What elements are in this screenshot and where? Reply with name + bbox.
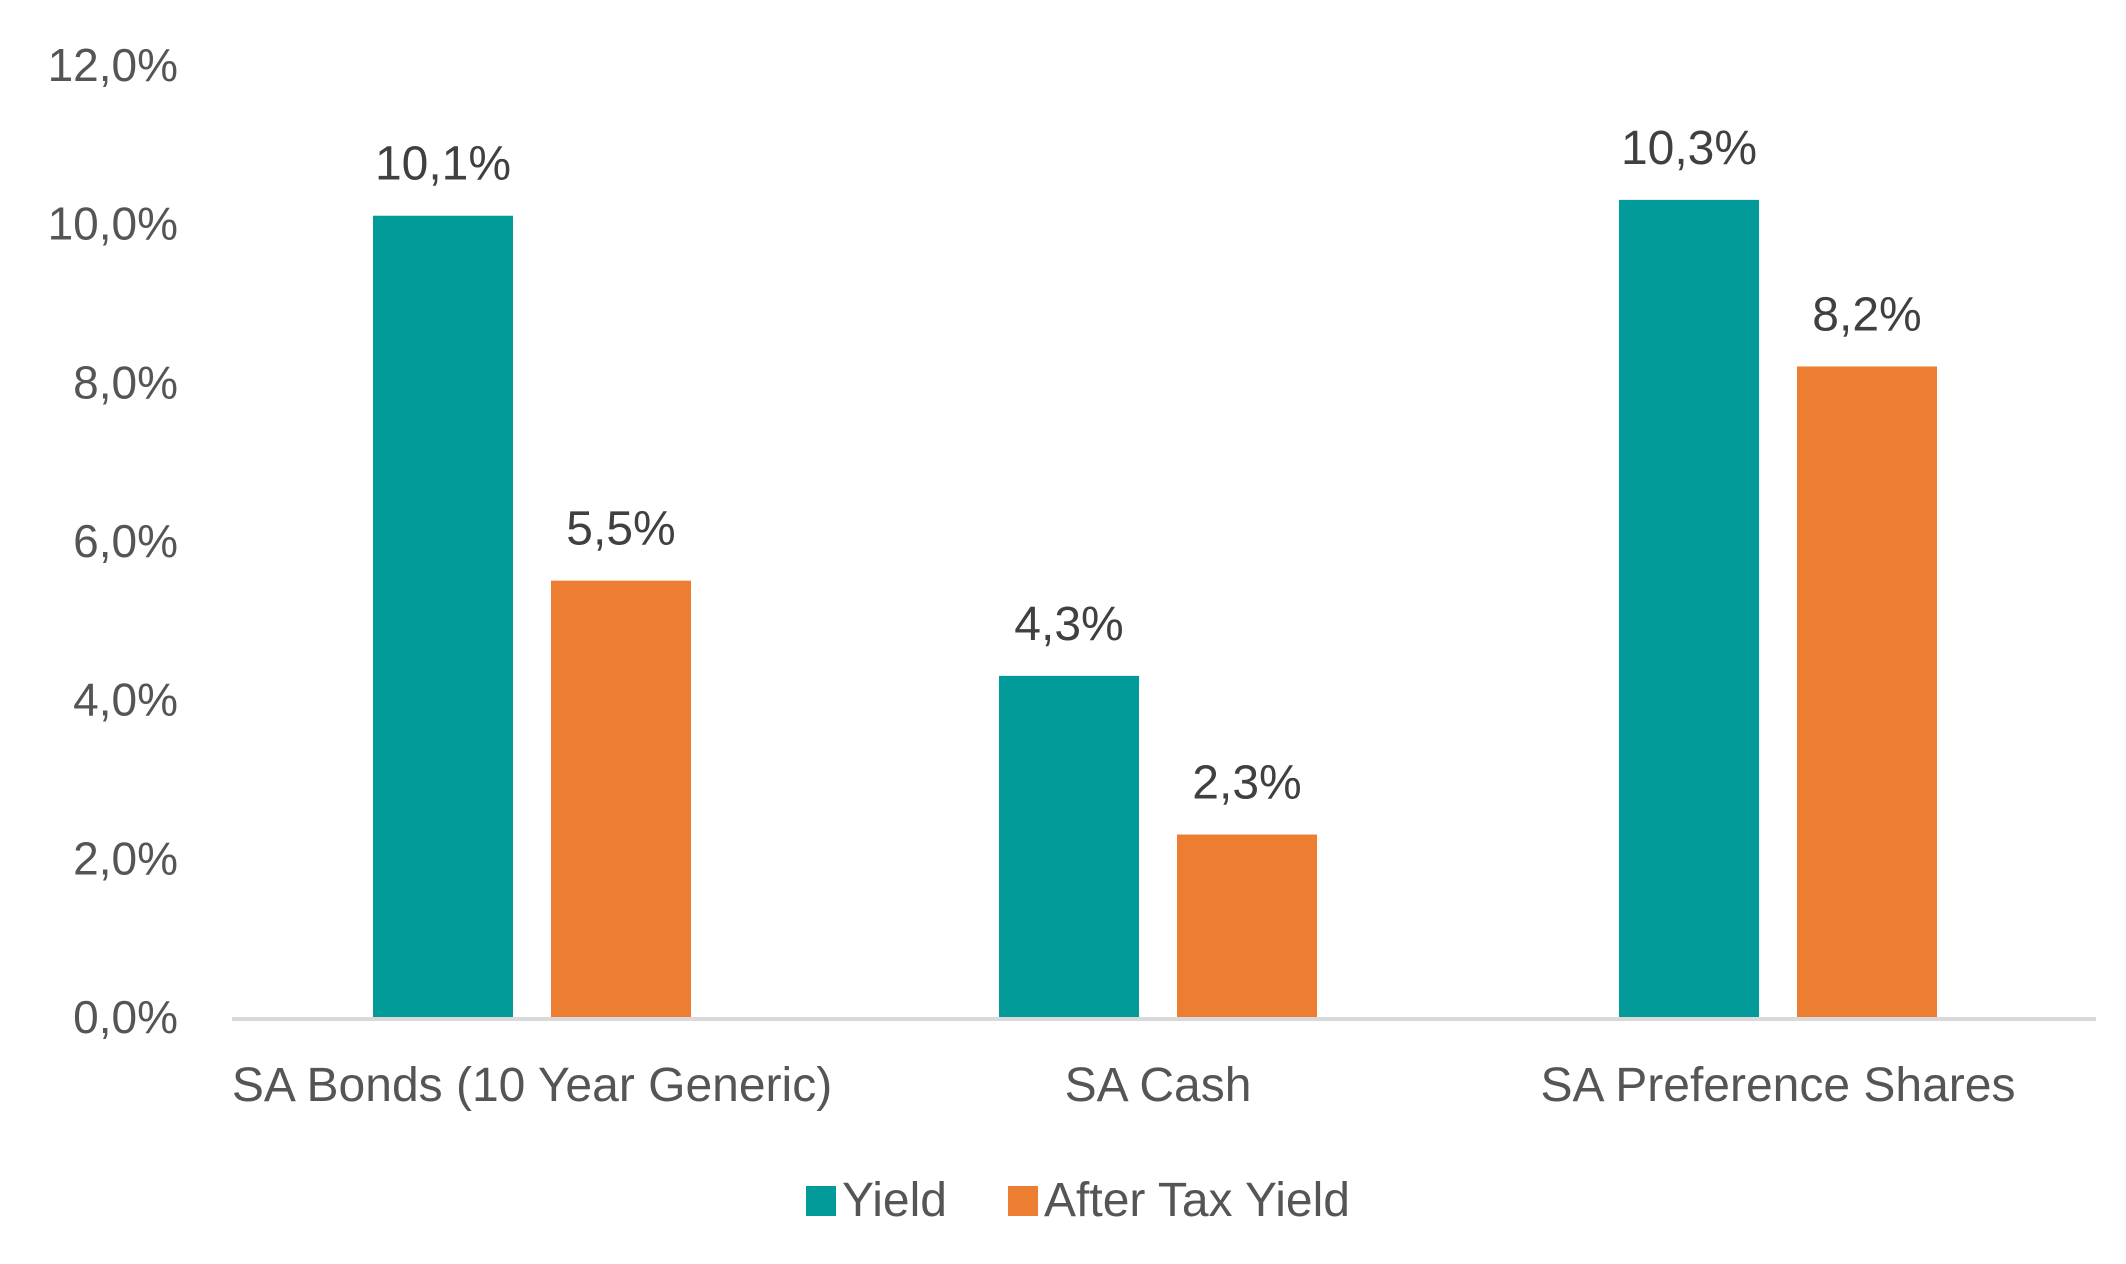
y-axis-ticks: 0,0% 2,0% 4,0% 6,0% 8,0% 10,0% 12,0% [48, 39, 178, 1043]
data-label: 2,3% [1192, 757, 1301, 810]
data-label: 10,1% [375, 138, 511, 191]
y-tick-label: 2,0% [73, 832, 178, 884]
bar-after-tax-yield [1177, 834, 1317, 1017]
data-label: 10,3% [1621, 122, 1757, 175]
y-tick-label: 8,0% [73, 356, 178, 408]
category-labels: SA Bonds (10 Year Generic) SA Cash SA Pref… [232, 1059, 2016, 1112]
bar-yield [1619, 199, 1759, 1017]
y-tick-label: 12,0% [48, 39, 178, 91]
y-tick-label: 0,0% [73, 991, 178, 1043]
legend-label: After Tax Yield [1044, 1174, 1350, 1227]
y-tick-label: 6,0% [73, 515, 178, 567]
bar-after-tax-yield [1797, 366, 1937, 1017]
legend-label: Yield [842, 1174, 947, 1227]
legend: Yield After Tax Yield [806, 1174, 1350, 1227]
y-tick-label: 4,0% [73, 674, 178, 726]
bar-yield [373, 215, 513, 1017]
category-label: SA Bonds (10 Year Generic) [232, 1059, 832, 1112]
bar-yield [999, 675, 1139, 1017]
data-label: 5,5% [566, 503, 675, 556]
category-label: SA Preference Shares [1541, 1059, 2016, 1112]
bars [373, 199, 1937, 1017]
data-label: 4,3% [1014, 598, 1123, 651]
legend-swatch-yield [806, 1186, 836, 1216]
y-tick-label: 10,0% [48, 198, 178, 250]
category-label: SA Cash [1065, 1059, 1252, 1112]
data-labels: 10,1% 5,5% 4,3% 2,3% 10,3% 8,2% [375, 122, 1922, 810]
legend-swatch-after-tax-yield [1008, 1186, 1038, 1216]
bar-after-tax-yield [551, 580, 691, 1017]
data-label: 8,2% [1812, 288, 1921, 341]
